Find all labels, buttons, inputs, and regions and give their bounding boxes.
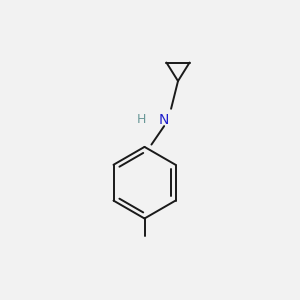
Text: N: N bbox=[159, 113, 169, 127]
Text: H: H bbox=[136, 113, 146, 126]
